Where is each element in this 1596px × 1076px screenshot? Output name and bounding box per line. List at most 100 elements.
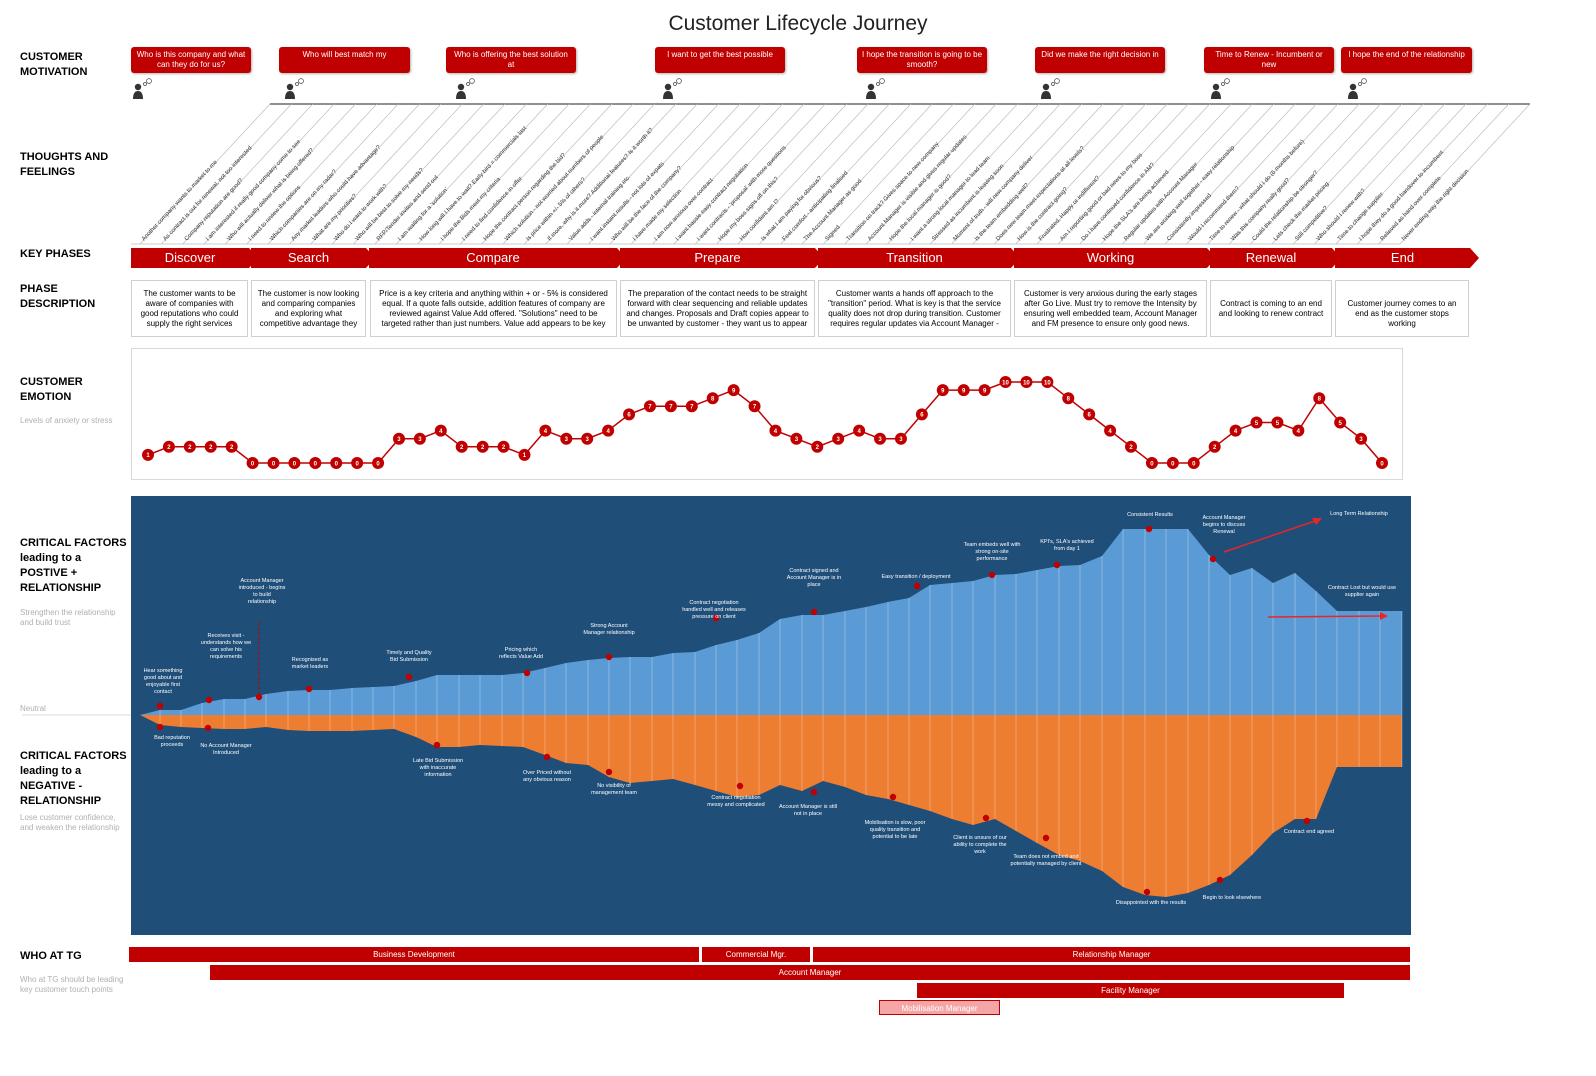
- emotion-point-label: 0: [355, 461, 359, 467]
- thought-divider: [1100, 103, 1232, 245]
- phase-search: Search: [251, 248, 375, 268]
- thought-divider: [1164, 103, 1296, 245]
- emotion-point: [267, 457, 280, 469]
- thought-divider: [1143, 103, 1274, 245]
- emotion-point-label: 7: [690, 405, 694, 411]
- positive-factor-point: [405, 673, 413, 681]
- emotion-point: [1062, 392, 1075, 405]
- negative-factor-point: [433, 741, 441, 749]
- label-negative-factors-sub: Lose customer confidence, and weaken the…: [20, 813, 120, 832]
- emotion-chart: 1 2 2 2 2 0 0 0 0 0 0 0 3 3 4 2 2 2 1 4 3 3 4 6 7 7 7 8 9 7 4 3 2 3 4 3 3 6 9 9…: [142, 376, 1388, 469]
- positive-factor-label: Account Manager begins to discuss Renewal: [1202, 515, 1245, 535]
- thought-divider: [1036, 103, 1168, 245]
- thought-divider: [993, 103, 1125, 245]
- phase-description: The customer is now looking and comparin…: [251, 280, 366, 337]
- emotion-point: [1250, 416, 1263, 429]
- phase-description: The customer wants to be aware of compan…: [131, 280, 248, 337]
- emotion-point: [832, 432, 845, 445]
- long-term-arrow: [1223, 519, 1319, 553]
- emotion-point-label: 4: [439, 429, 443, 435]
- emotion-point: [1020, 376, 1033, 388]
- negative-factor-label: Begin to look elsewhere: [1203, 895, 1261, 901]
- thought-divider: [630, 103, 762, 245]
- positive-factor-label: Contract negotiation handled well and rel…: [682, 600, 746, 620]
- thought-divider: [865, 103, 997, 245]
- label-positive-factors-sub: Strengthen the relationship and build tr…: [20, 608, 116, 627]
- motivation-bubble: I want to get the best possible: [655, 47, 785, 73]
- person-thinking-icon: [1041, 78, 1060, 99]
- negative-factor-label: Bad reputation proceeds: [154, 735, 190, 748]
- phase-renewal: Renewal: [1210, 248, 1341, 268]
- motivation-bubble: Did we make the right decision in: [1035, 47, 1165, 73]
- person-thinking-icon: [866, 78, 885, 99]
- positive-area: [140, 529, 1402, 715]
- negative-factor-label: Over Priced without any obvious reason: [523, 770, 571, 783]
- phase-description: Price is a key criteria and anything wit…: [370, 280, 617, 337]
- thought-divider: [908, 103, 1040, 245]
- thought-divider: [887, 103, 1018, 245]
- emotion-point-label: 4: [1234, 429, 1238, 435]
- thought-divider: [566, 103, 698, 245]
- emotion-point-label: 10: [1044, 380, 1051, 386]
- emotion-point: [685, 400, 698, 413]
- negative-factor-label: Mobilisation is slow, poor quality transi…: [865, 820, 926, 840]
- emotion-point: [978, 384, 991, 397]
- motivation-bubble: Who is this company and what can they do…: [131, 47, 251, 73]
- positive-factor-point: [305, 685, 313, 693]
- thought-divider: [139, 103, 271, 245]
- person-thinking-icon: [1211, 78, 1230, 99]
- emotion-point: [581, 432, 594, 445]
- emotion-point: [643, 400, 656, 413]
- emotion-point: [915, 408, 928, 421]
- emotion-point-label: 6: [1088, 413, 1092, 419]
- negative-factor-point: [204, 724, 212, 732]
- label-customer-emotion-sub: Levels of anxiety or stress: [20, 416, 113, 425]
- emotion-point-label: 3: [397, 437, 401, 443]
- negative-factor-label: Late Bid Submission with inaccurate inform…: [413, 758, 463, 778]
- thought-divider: [801, 103, 933, 245]
- emotion-point: [413, 432, 426, 445]
- thought-divider: [374, 103, 506, 245]
- thought-divider: [929, 103, 1061, 245]
- emotion-chart-box: [131, 348, 1403, 480]
- emotion-point: [1313, 392, 1326, 405]
- positive-factor-point: [1209, 555, 1217, 563]
- negative-factor-label: No Account Manager Introduced: [200, 743, 252, 756]
- emotion-point: [351, 457, 364, 469]
- negative-factor-label: Account Manager is still not in place: [779, 804, 837, 817]
- thought-divider: [1015, 103, 1146, 245]
- positive-factor-point: [156, 702, 164, 710]
- thought-divider: [246, 103, 378, 245]
- emotion-point: [560, 432, 573, 445]
- emotion-point-label: 4: [606, 429, 610, 435]
- thoughts-area: Another company wants to market to meAs …: [131, 78, 1531, 245]
- emotion-point-label: 9: [983, 388, 987, 394]
- thought-text: Signed: [824, 225, 841, 243]
- thought-divider: [1314, 103, 1445, 245]
- emotion-point: [330, 457, 343, 469]
- thought-divider: [438, 103, 570, 245]
- emotion-point-label: 2: [502, 445, 506, 451]
- emotion-point-label: 3: [418, 437, 422, 443]
- emotion-point-label: 4: [857, 429, 861, 435]
- thought-divider: [1271, 103, 1403, 245]
- emotion-point-label: 8: [1067, 397, 1071, 403]
- thought-divider: [972, 103, 1104, 245]
- role-bar-mobilisation-manager: Mobilisation Manager: [879, 1000, 1000, 1015]
- thought-divider: [545, 103, 677, 245]
- emotion-point: [1104, 424, 1117, 437]
- positive-factor-label: Pricing which reflects Value Add: [499, 647, 543, 660]
- emotion-point-label: 4: [774, 429, 778, 435]
- emotion-point: [727, 384, 740, 397]
- emotion-point: [623, 408, 636, 421]
- thought-text: I want a strong local manager to lead te…: [910, 155, 992, 242]
- positive-factor-point: [605, 653, 613, 661]
- negative-factor-point: [1143, 888, 1151, 896]
- positive-factor-label: Consistent Results: [1127, 512, 1173, 518]
- emotion-point-label: 6: [920, 413, 924, 419]
- thought-divider: [673, 103, 805, 245]
- thought-divider: [716, 103, 847, 245]
- emotion-point-label: 4: [1297, 429, 1301, 435]
- emotion-point: [1229, 424, 1242, 437]
- thought-text: Account Manager is visible and gives reg…: [867, 134, 968, 242]
